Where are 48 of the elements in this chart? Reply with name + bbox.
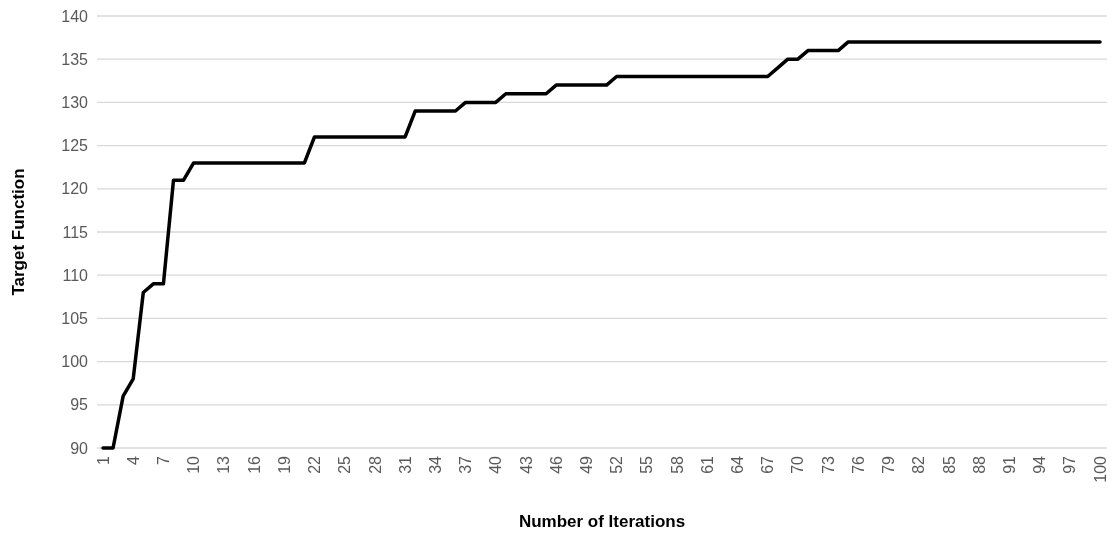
y-tick-label: 105 [61, 310, 89, 327]
x-tick-label: 4 [124, 455, 142, 465]
x-tick-label: 82 [910, 455, 928, 474]
x-tick-label: 76 [849, 455, 867, 474]
x-tick-label: 88 [970, 455, 988, 474]
x-tick-label: 7 [155, 455, 173, 465]
x-tick-label: 31 [396, 455, 414, 474]
x-tick-label: 49 [577, 455, 595, 474]
x-tick-label: 91 [1000, 455, 1018, 474]
x-tick-label: 97 [1061, 455, 1079, 474]
x-tick-label: 16 [245, 455, 263, 474]
x-tick-label: 94 [1031, 455, 1049, 474]
x-tick-label: 22 [306, 455, 324, 474]
y-tick-label: 130 [61, 94, 89, 111]
y-tick-label: 120 [61, 180, 89, 198]
y-tick-label: 135 [61, 50, 89, 68]
x-tick-label: 55 [638, 455, 656, 474]
x-tick-label: 46 [547, 455, 565, 474]
x-tick-label: 58 [668, 455, 686, 474]
y-tick-label: 115 [62, 223, 89, 241]
x-axis-title: Number of Iterations [518, 512, 686, 531]
x-tick-label: 73 [819, 455, 837, 474]
x-tick-label: 40 [487, 455, 505, 474]
y-tick-label: 125 [61, 137, 89, 155]
line-series [101, 40, 1102, 450]
x-tick-label: 37 [457, 455, 475, 474]
x-tick-label: 100 [1091, 455, 1109, 483]
x-tick-label: 28 [366, 455, 384, 474]
y-tick-label: 100 [61, 353, 89, 371]
x-tick-label: 61 [698, 455, 716, 474]
x-tick-label: 64 [729, 455, 747, 474]
x-tick-label: 85 [940, 455, 958, 474]
y-tick-label: 90 [70, 439, 89, 457]
x-tick-label: 34 [426, 455, 444, 474]
y-axis-title: Target Function [9, 168, 28, 296]
x-tick-label: 25 [336, 455, 354, 474]
x-tick-label: 10 [185, 455, 203, 474]
x-tick-label: 13 [215, 455, 233, 474]
x-tick-label: 19 [275, 455, 293, 474]
x-tick-label: 79 [880, 455, 898, 474]
y-tick-label: 140 [61, 7, 89, 25]
x-tick-label: 52 [608, 455, 626, 474]
x-tick-label: 43 [517, 455, 535, 474]
y-tick-label: 95 [70, 396, 89, 414]
y-tick-label: 110 [62, 266, 89, 284]
x-tick-label: 1 [94, 455, 112, 465]
x-tick-label: 70 [789, 455, 807, 474]
x-tick-label: 67 [759, 455, 777, 474]
